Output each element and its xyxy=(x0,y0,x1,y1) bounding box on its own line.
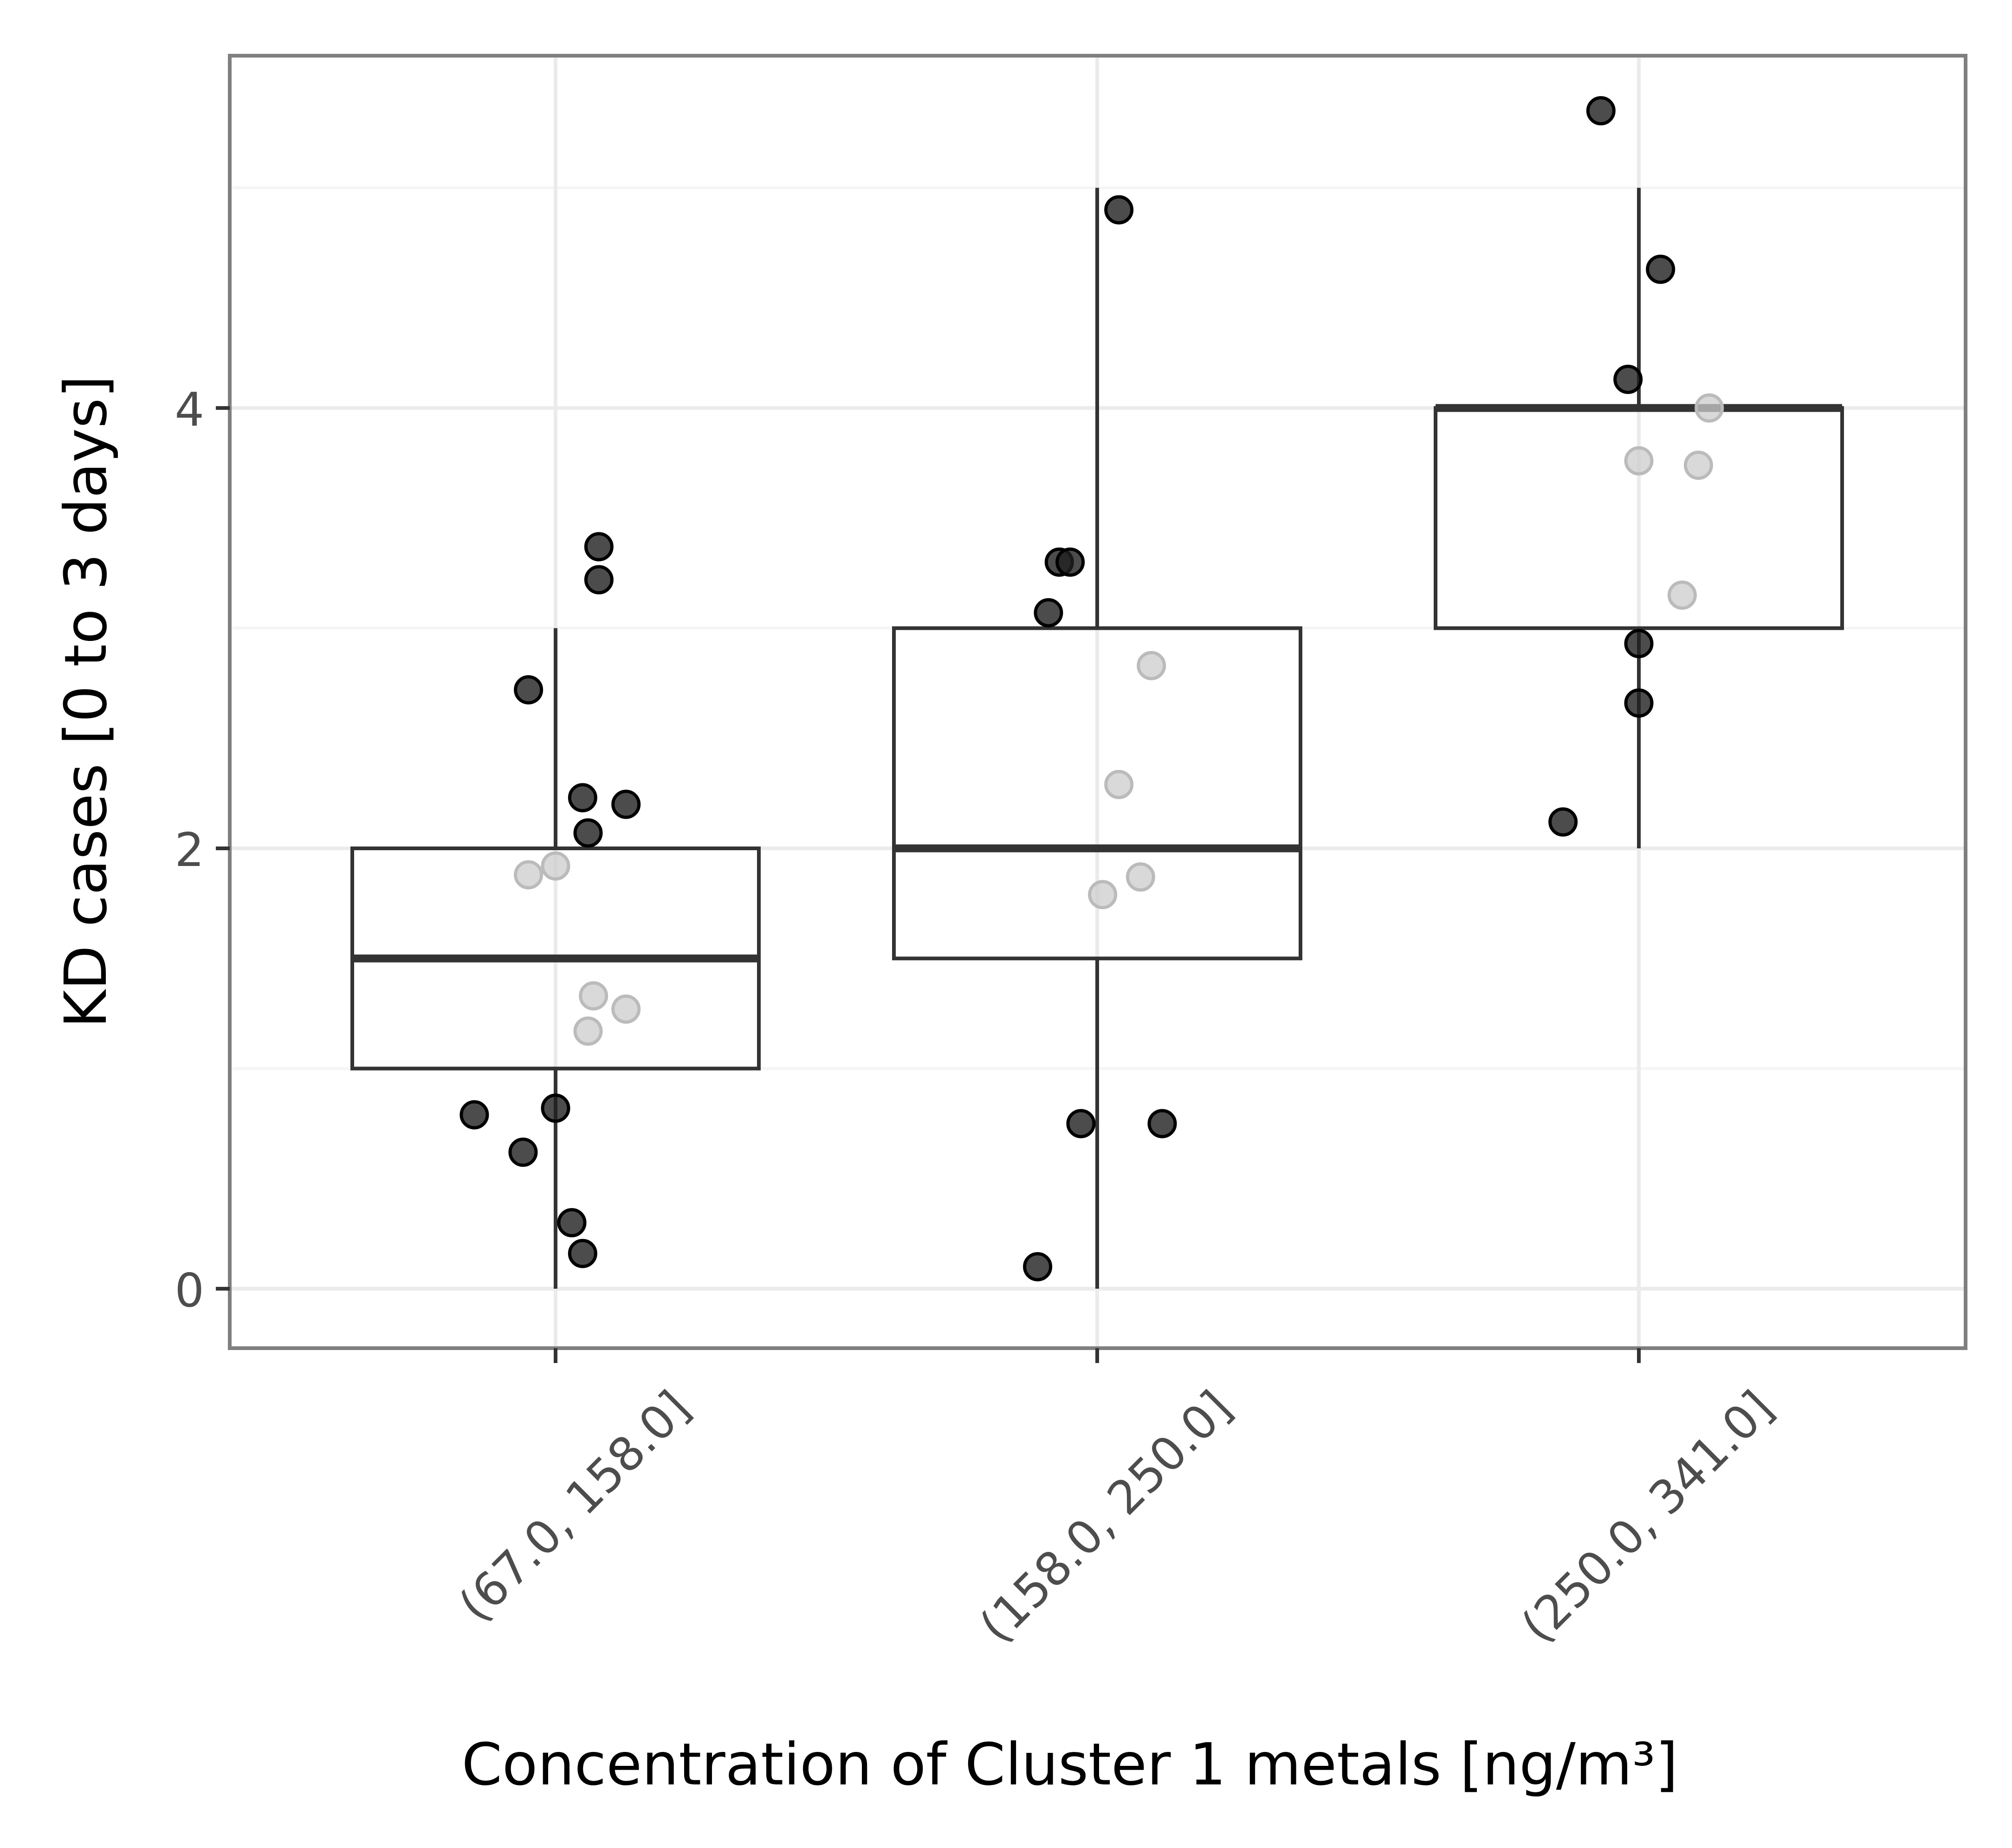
data-point xyxy=(1104,769,1134,799)
data-point xyxy=(1104,195,1134,225)
box-layer xyxy=(350,187,1844,1289)
data-point xyxy=(1586,96,1616,126)
data-point xyxy=(611,789,641,819)
point-layer xyxy=(459,96,1724,1281)
data-point xyxy=(1548,807,1578,837)
data-point xyxy=(579,981,608,1011)
data-point xyxy=(541,1093,570,1123)
data-point xyxy=(1023,1252,1053,1281)
box-2 xyxy=(892,187,1302,1289)
data-point xyxy=(584,565,614,594)
data-point xyxy=(1695,393,1724,423)
data-point xyxy=(459,1100,489,1130)
y-tick-label: 2 xyxy=(175,823,204,877)
box-iqr xyxy=(892,626,1302,961)
data-point xyxy=(1055,547,1085,577)
data-point xyxy=(573,1016,603,1046)
box-3 xyxy=(1434,187,1844,849)
data-point xyxy=(611,994,641,1024)
data-point xyxy=(1667,580,1697,610)
data-point xyxy=(557,1208,587,1238)
data-point xyxy=(1624,446,1654,476)
data-point xyxy=(568,1239,597,1268)
data-point xyxy=(508,1137,538,1167)
data-point xyxy=(1613,364,1643,394)
y-tick-label: 0 xyxy=(175,1263,204,1318)
y-axis-title: KD cases [0 to 3 days] xyxy=(52,375,120,1028)
data-point xyxy=(1683,450,1713,480)
data-point xyxy=(584,532,614,562)
x-axis-title: Concentration of Cluster 1 metals [ng/m³… xyxy=(462,1731,1678,1798)
data-point xyxy=(1066,1109,1096,1138)
data-point xyxy=(1088,880,1118,910)
y-tick-label: 4 xyxy=(175,382,204,437)
data-point xyxy=(568,783,597,813)
data-point xyxy=(1147,1109,1177,1138)
data-point xyxy=(514,675,543,704)
data-point xyxy=(541,851,570,881)
data-point xyxy=(1126,862,1155,892)
data-point xyxy=(514,860,543,890)
data-point xyxy=(1624,688,1654,718)
data-point xyxy=(1137,651,1166,680)
data-point xyxy=(1646,254,1676,284)
data-point xyxy=(1624,629,1654,659)
data-point xyxy=(573,818,603,848)
data-point xyxy=(1034,598,1063,627)
